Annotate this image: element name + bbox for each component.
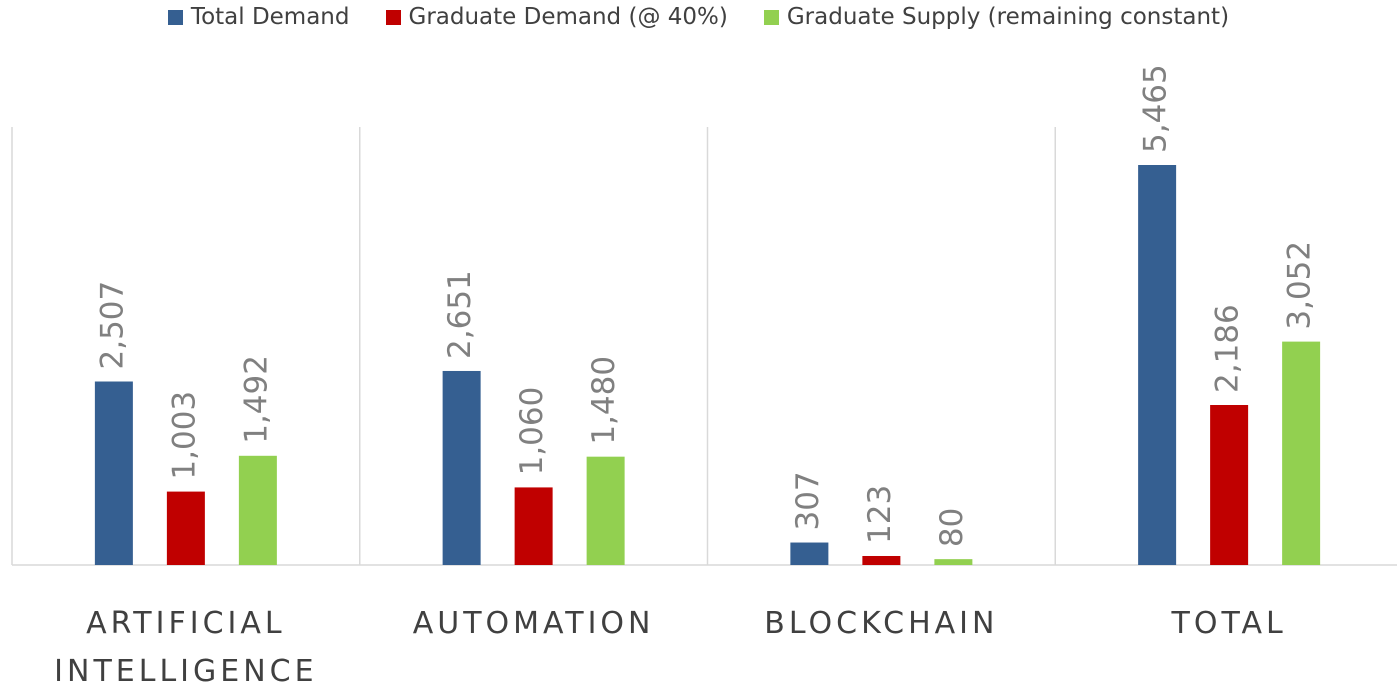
bar — [790, 542, 829, 565]
legend-item: Graduate Demand (@ 40%) — [385, 4, 728, 30]
data-label: 2,651 — [442, 270, 478, 359]
bar — [166, 491, 205, 565]
bar — [514, 487, 553, 565]
legend-swatch — [385, 9, 401, 25]
legend-swatch — [763, 9, 779, 25]
legend-item: Total Demand — [167, 4, 350, 30]
data-label: 1,060 — [514, 387, 550, 476]
x-tick-label: BLOCKCHAIN — [764, 606, 999, 641]
bar — [1282, 341, 1321, 565]
data-label: 1,003 — [166, 391, 202, 480]
legend-label: Graduate Supply (remaining constant) — [786, 4, 1230, 30]
legend-label: Total Demand — [190, 4, 350, 30]
data-label: 1,492 — [238, 355, 274, 444]
data-label: 5,465 — [1138, 64, 1174, 153]
bar — [94, 381, 133, 565]
x-tick-label: ARTIFICIAL INTELLIGENCE — [54, 606, 318, 689]
bar — [238, 455, 277, 565]
data-label: 1,480 — [586, 356, 622, 445]
data-label: 2,186 — [1210, 304, 1246, 393]
bar — [862, 555, 901, 565]
bar — [934, 559, 973, 565]
x-tick-label: AUTOMATION — [412, 606, 655, 641]
data-label: 3,052 — [1282, 241, 1318, 330]
legend: Total Demand Graduate Demand (@ 40%) Gradu… — [0, 4, 1397, 30]
bar — [586, 456, 625, 565]
legend-item: Graduate Supply (remaining constant) — [763, 4, 1230, 30]
x-tick-label: TOTAL — [1171, 606, 1287, 641]
data-label: 307 — [790, 471, 826, 530]
legend-swatch — [167, 9, 183, 25]
data-label: 2,507 — [94, 281, 130, 370]
legend-label: Graduate Demand (@ 40%) — [408, 4, 728, 30]
bar — [442, 370, 481, 565]
data-label: 80 — [934, 508, 970, 547]
bar — [1138, 165, 1177, 565]
data-label: 123 — [862, 485, 898, 544]
bar — [1210, 405, 1249, 565]
